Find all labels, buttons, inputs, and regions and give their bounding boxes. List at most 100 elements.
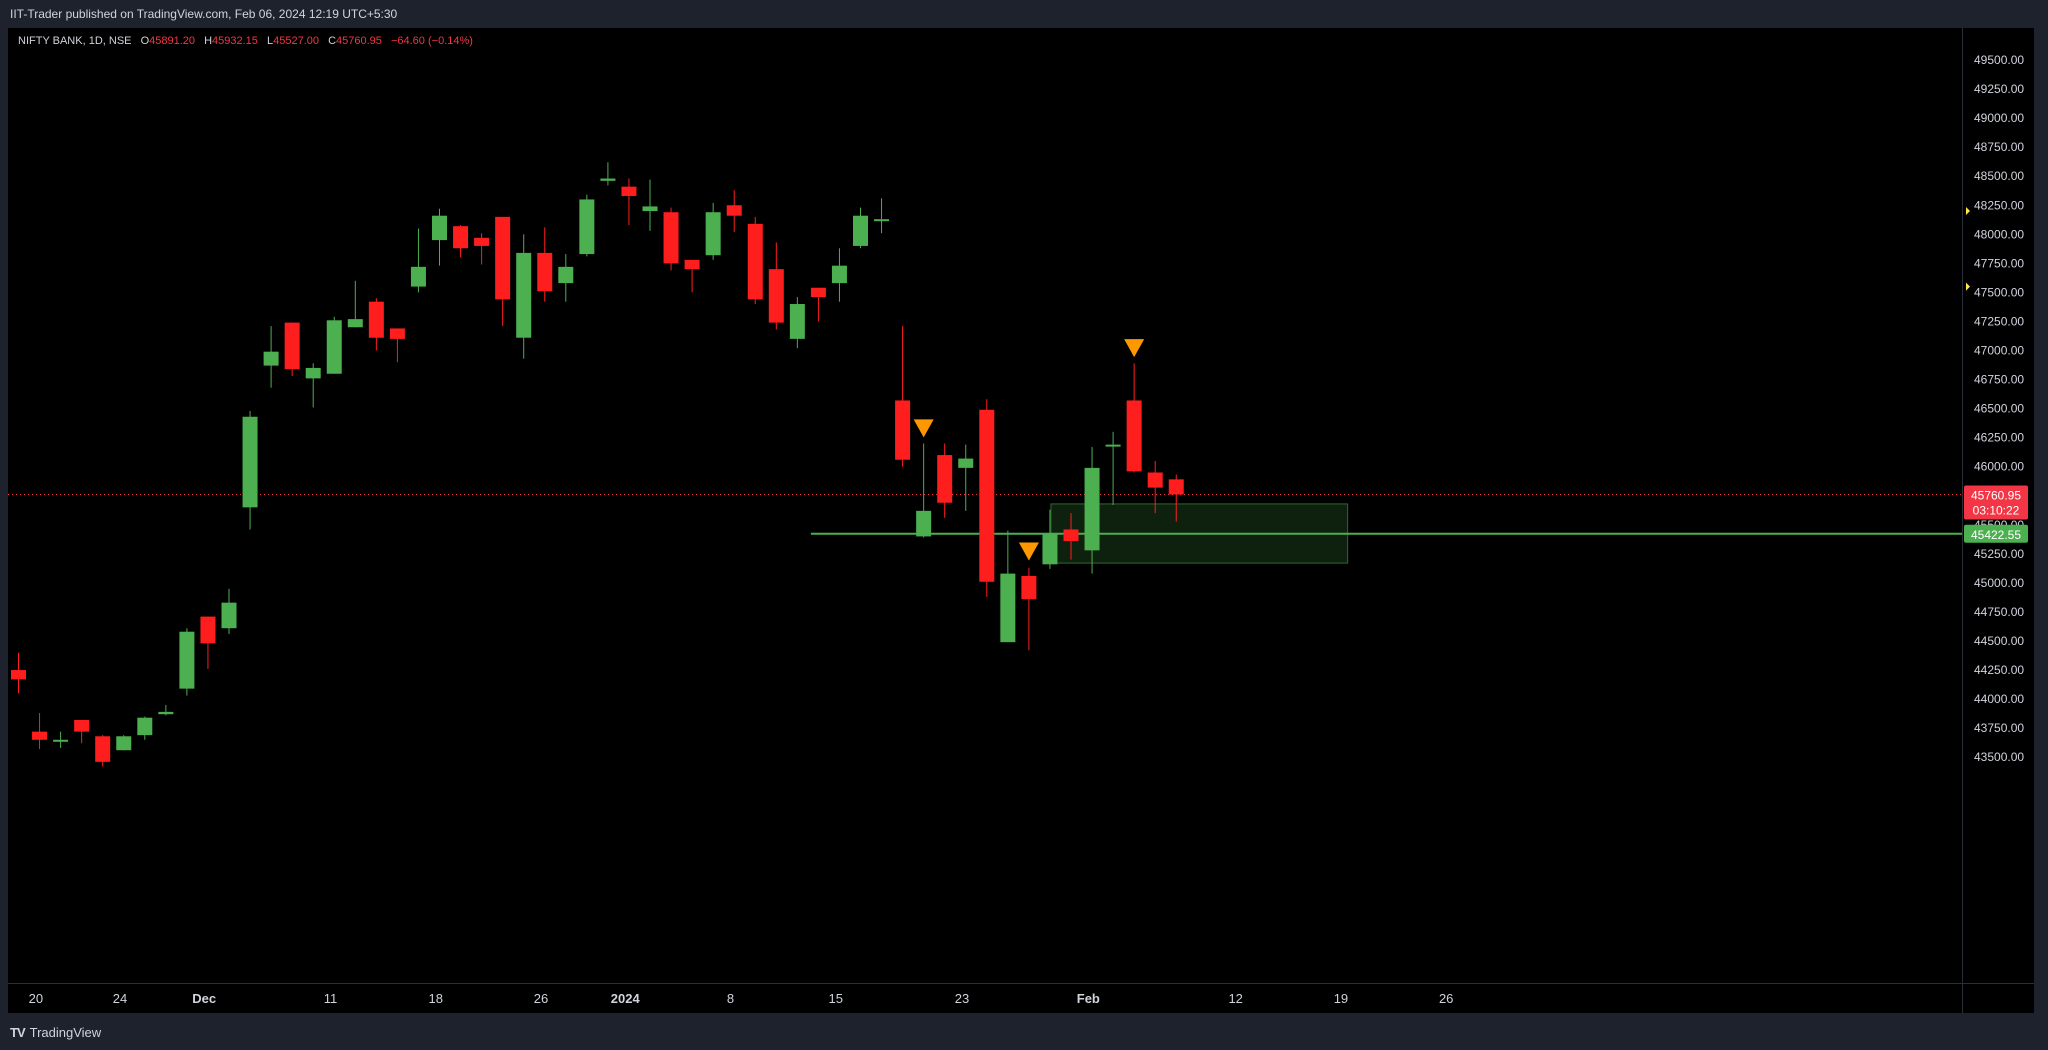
candle-down-body (95, 736, 111, 762)
close-label: C (328, 35, 337, 47)
y-tick-label: 46750.00 (1974, 373, 2024, 387)
y-tick-label: 49000.00 (1974, 111, 2024, 125)
candle-up-body (347, 319, 363, 328)
tradingview-logo-text: TradingView (29, 1025, 102, 1040)
y-tick-label: 47000.00 (1974, 344, 2024, 358)
candle-down-body (895, 400, 911, 460)
x-tick-label: 26 (534, 991, 548, 1006)
candle-down-body (389, 328, 405, 339)
candle-down-body (368, 301, 384, 338)
tv-logo-icon: TV (10, 1025, 26, 1040)
y-tick-label: 44000.00 (1974, 692, 2024, 706)
y-tick-label: 45250.00 (1974, 547, 2024, 561)
candle-up-body (326, 320, 342, 374)
x-tick-label: 23 (955, 991, 969, 1006)
symbol-label: NIFTY BANK, 1D, NSE (18, 35, 132, 47)
candle-down-body (537, 252, 553, 292)
price-chart[interactable]: 49500.00 49250.00 49000.00 48750.00 48500.00… (8, 28, 2034, 1013)
candle-up-body (432, 215, 447, 241)
candle-up-body (1084, 467, 1100, 551)
candle-up-body (558, 266, 574, 284)
high-value: 45932.15 (212, 35, 258, 47)
y-tick-label: 47250.00 (1974, 314, 2024, 328)
low-label: L (266, 35, 274, 47)
candle-up-body (916, 510, 932, 537)
price-axis (1962, 28, 2034, 1013)
open-label: O (140, 35, 150, 47)
candle-down-body (979, 409, 995, 582)
x-tick-label: 15 (829, 991, 843, 1006)
chart-area[interactable]: 49500.00 49250.00 49000.00 48750.00 48500.00… (8, 28, 2034, 1013)
alert-marker-icon (1966, 282, 1970, 291)
close-value: 45760.95 (336, 35, 382, 47)
candle-up-body (958, 458, 974, 468)
candle-down-body (495, 216, 511, 300)
candle-up-body (642, 206, 658, 212)
candle-up-body (410, 266, 426, 287)
header-bar: IIT-Trader published on TradingView.com,… (0, 0, 2048, 28)
y-tick-label: 48500.00 (1974, 169, 2024, 183)
x-tick-label: Dec (192, 991, 216, 1006)
y-tick-label: 48000.00 (1974, 227, 2024, 241)
bar-countdown: 03:10:22 (1973, 503, 2020, 517)
candle-up-body (137, 717, 153, 736)
candle-down-body (621, 186, 637, 196)
candle-down-body (1168, 479, 1184, 495)
y-tick-label: 46250.00 (1974, 431, 2024, 445)
candle-down-body (810, 287, 826, 298)
candle-down-body (663, 212, 679, 264)
x-tick-label: Feb (1077, 991, 1100, 1006)
y-tick-label: 48250.00 (1974, 198, 2024, 212)
candle-up-body (305, 367, 321, 379)
candle-down-body (11, 670, 26, 680)
y-tick-label: 49500.00 (1974, 53, 2024, 67)
x-tick-label: 24 (113, 991, 127, 1006)
level-price-tag (1964, 524, 2028, 543)
candle-down-body (1147, 472, 1163, 488)
candle-down-body (74, 720, 90, 732)
candle-up-body (831, 265, 847, 284)
candle-up-body (1105, 444, 1121, 447)
x-tick-label: 26 (1439, 991, 1453, 1006)
published-info: IIT-Trader published on TradingView.com,… (10, 7, 398, 21)
candle-up-body (579, 199, 595, 255)
candle-up-body (221, 602, 237, 629)
candle-down-body (200, 616, 216, 644)
candle-down-body (747, 223, 763, 300)
candle-down-body (1063, 529, 1079, 542)
x-tick-label: 11 (324, 991, 338, 1006)
candle-down-body (284, 322, 300, 370)
x-tick-label: 18 (429, 991, 443, 1006)
candle-down-body (1021, 575, 1037, 600)
y-tick-label: 43500.00 (1974, 750, 2024, 764)
y-tick-label: 46000.00 (1974, 460, 2024, 474)
candle-down-body (32, 731, 48, 740)
x-tick-label: 20 (29, 991, 43, 1006)
candle-up-body (705, 212, 721, 256)
candle-down-body (1126, 400, 1142, 472)
y-tick-label: 46500.00 (1974, 402, 2024, 416)
candle-down-body (453, 226, 469, 249)
y-tick-label: 44250.00 (1974, 663, 2024, 677)
x-tick-label: 8 (727, 991, 734, 1006)
candle-up-body (53, 739, 69, 742)
x-tick-label: 12 (1228, 991, 1242, 1006)
candle-up-body (600, 178, 616, 181)
last-price-tag (1964, 485, 2028, 520)
candle-down-body (684, 259, 700, 270)
candle-up-body (242, 416, 258, 508)
tradingview-logo[interactable]: TV TradingView (10, 1025, 101, 1040)
sell-signal-marker (913, 419, 934, 438)
candle-up-body (116, 736, 132, 751)
candle-up-body (1042, 534, 1058, 565)
candle-up-body (263, 351, 279, 366)
candle-up-body (179, 631, 195, 689)
sell-signal-marker (1124, 339, 1145, 358)
candle-up-body (516, 252, 532, 338)
sell-signal-marker (1018, 542, 1039, 561)
y-tick-label: 49250.00 (1974, 82, 2024, 96)
high-label: H (204, 35, 213, 47)
candle-down-body (937, 455, 953, 503)
x-tick-label: 19 (1334, 991, 1348, 1006)
low-value: 45527.00 (273, 35, 319, 47)
